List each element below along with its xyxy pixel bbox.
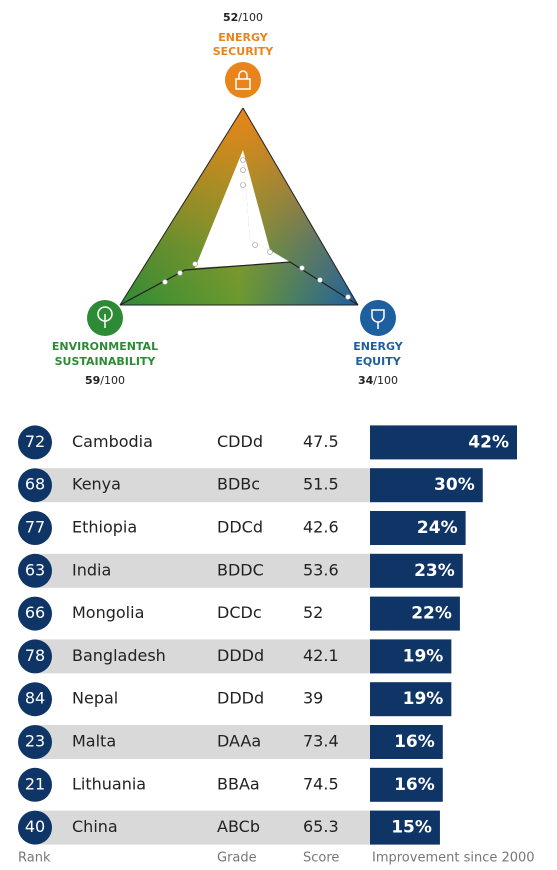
column-label: Grade (217, 851, 257, 866)
rank-badge (18, 682, 52, 717)
bar (370, 425, 517, 460)
rank: 66 (25, 603, 45, 622)
axis-label: SECURITY (213, 45, 275, 58)
bar (370, 553, 463, 588)
rank: 23 (25, 732, 45, 751)
score: 59 (85, 374, 100, 387)
grade: DDDd (217, 646, 264, 665)
score: 73.4 (303, 732, 339, 751)
score: 39 (303, 689, 323, 708)
grade: BDBc (217, 475, 260, 494)
grade: BDDC (217, 560, 264, 579)
out-of: /100 (100, 374, 125, 387)
grade: DDCd (217, 518, 263, 537)
bar (370, 725, 443, 759)
country: Lithuania (72, 774, 146, 793)
bar-label: 23% (414, 561, 455, 581)
rank-badge (18, 639, 52, 674)
score: 52 (303, 603, 323, 622)
rank: 77 (25, 518, 45, 537)
rank: 72 (25, 432, 45, 451)
country: Cambodia (72, 432, 153, 451)
bar-label: 22% (411, 604, 452, 624)
grade: ABCb (217, 817, 260, 836)
rank-badge (18, 596, 52, 631)
row-band (38, 725, 373, 759)
rank: 78 (25, 646, 45, 665)
rank: 21 (25, 774, 45, 793)
rank: 40 (25, 817, 45, 836)
column-label: Rank (18, 851, 51, 866)
country: Nepal (72, 689, 118, 708)
bar (370, 682, 452, 717)
rank-badge (18, 468, 52, 503)
country: Bangladesh (72, 646, 166, 665)
rank-badge (18, 511, 52, 545)
rank-badge (18, 767, 52, 802)
bar (370, 596, 460, 631)
grade: DAAa (217, 732, 261, 751)
rank: 68 (25, 475, 45, 494)
rank: 84 (25, 689, 45, 708)
rank: 63 (25, 560, 45, 579)
axis-score: 34/100 (358, 374, 398, 387)
country: Ethiopia (72, 518, 137, 537)
country: Kenya (72, 475, 121, 494)
rank-badge (18, 553, 52, 588)
rank-badge (18, 725, 52, 759)
bar (370, 639, 452, 674)
country: Mongolia (72, 603, 144, 622)
score: 53.6 (303, 560, 339, 579)
axis-label: ENVIRONMENTAL (52, 340, 158, 353)
score: 47.5 (303, 432, 339, 451)
column-label: Improvement since 2000 (372, 851, 535, 866)
axis-score: 59/100 (85, 374, 125, 387)
bar-label: 30% (434, 475, 475, 495)
axis-label: EQUITY (355, 355, 401, 368)
bar-label: 16% (394, 732, 435, 752)
axis-label: ENERGY (218, 31, 268, 44)
bar-label: 15% (391, 818, 432, 838)
row-band (38, 553, 373, 588)
bar-label: 42% (468, 432, 509, 452)
grade: BBAa (217, 774, 260, 793)
score: 52 (223, 11, 238, 24)
bar-label: 24% (417, 518, 458, 538)
bar (370, 468, 483, 503)
score: 74.5 (303, 774, 339, 793)
axis-label: ENERGY (353, 340, 403, 353)
bar-label: 16% (394, 775, 435, 795)
rank-badge (18, 425, 52, 460)
out-of: /100 (238, 11, 263, 24)
country: Malta (72, 732, 116, 751)
country: China (72, 817, 118, 836)
bar-label: 19% (403, 646, 444, 666)
column-label: Score (303, 851, 339, 866)
grade: CDDd (217, 432, 263, 451)
bar (370, 767, 443, 802)
rank-badge (18, 810, 52, 845)
grade: DCDc (217, 603, 262, 622)
triangle (87, 62, 396, 336)
axis-label: SUSTAINABILITY (55, 355, 157, 368)
score: 65.3 (303, 817, 339, 836)
score: 42.6 (303, 518, 339, 537)
grade: DDDd (217, 689, 264, 708)
country: India (72, 560, 111, 579)
score: 51.5 (303, 475, 339, 494)
bar (370, 810, 440, 845)
row-band (38, 468, 373, 503)
bar (370, 511, 466, 545)
row-band (38, 810, 373, 845)
row-band (38, 639, 373, 674)
out-of: /100 (373, 374, 398, 387)
score: 42.1 (303, 646, 339, 665)
axis-score: 52/100 (223, 11, 263, 24)
bar-label: 19% (403, 689, 444, 709)
score: 34 (358, 374, 374, 387)
